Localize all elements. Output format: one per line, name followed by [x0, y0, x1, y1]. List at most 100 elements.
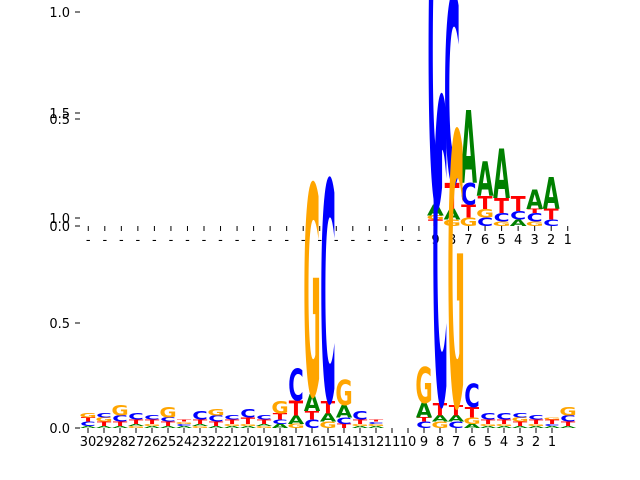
logo-letter-C: C: [272, 419, 287, 426]
logo-letter-G: G: [367, 423, 384, 426]
logo-panel-top: 0.00.51.01.5---------------------9876543…: [49, 0, 572, 306]
logo-letter-G: G: [463, 416, 480, 426]
logo-letter-C: C: [256, 414, 271, 421]
logo-letter-A: A: [528, 425, 545, 428]
logo-letter-T: T: [337, 423, 352, 430]
x-tick-label: 6: [468, 435, 476, 450]
logo-letter-C: C: [336, 416, 351, 426]
x-tick-label: -: [301, 233, 306, 248]
x-tick-label: 12: [368, 435, 385, 450]
x-tick-label: 7: [464, 233, 472, 248]
logo-letter-G: G: [335, 372, 352, 413]
logo-letter-A: A: [543, 170, 560, 221]
logo-letter-A: A: [208, 425, 225, 428]
x-tick-label: -: [235, 233, 240, 248]
logo-letter-C: C: [144, 414, 159, 421]
x-tick-label: 8: [436, 435, 444, 450]
x-tick-label: 26: [144, 435, 161, 450]
logo-letter-A: A: [144, 425, 161, 428]
x-tick-label: -: [169, 233, 174, 248]
x-tick-label: 16: [304, 435, 321, 450]
logo-letter-G: G: [175, 421, 192, 424]
logo-letter-T: T: [81, 416, 96, 423]
x-tick-label: -: [102, 233, 107, 248]
logo-letter-A: A: [192, 423, 209, 426]
logo-letter-T: T: [494, 194, 509, 218]
logo-letter-A: A: [304, 390, 320, 417]
x-tick-label: -: [317, 233, 322, 248]
logo-letter-A: A: [368, 425, 385, 428]
logo-letter-C: C: [527, 212, 543, 225]
logo-letter-A: A: [512, 425, 529, 428]
logo-letter-A: A: [176, 425, 193, 428]
logo-letter-T: T: [461, 201, 476, 221]
logo-letter-A: A: [460, 92, 477, 208]
logo-letter-A: A: [80, 425, 97, 428]
logo-letter-G: G: [460, 216, 478, 229]
x-tick-label: 17: [288, 435, 305, 450]
x-tick-label: 21: [224, 435, 241, 450]
logo-letter-C: C: [512, 412, 527, 419]
y-tick-label: 1.0: [49, 212, 70, 227]
logo-letter-C: C: [448, 420, 463, 430]
x-tick-label: 27: [128, 435, 145, 450]
x-tick-label: 2: [532, 435, 540, 450]
y-tick-label: 0.0: [49, 220, 70, 235]
logo-letter-G: G: [319, 420, 336, 430]
logo-letter-A: A: [477, 152, 494, 207]
logo-letter-G: G: [143, 423, 160, 426]
logo-letter-G: G: [511, 416, 528, 423]
x-tick-label: -: [202, 233, 207, 248]
logo-letter-C: C: [560, 414, 575, 424]
logo-letter-G: G: [476, 207, 494, 220]
logo-letter-C: C: [544, 423, 559, 426]
logo-letter-C: C: [368, 421, 383, 424]
logo-letter-C: C: [352, 409, 367, 423]
x-tick-label: 22: [208, 435, 225, 450]
logo-letter-A: A: [352, 425, 369, 428]
logo-letter-G: G: [543, 417, 560, 420]
logo-letter-A: A: [160, 425, 177, 428]
logo-letter-G: G: [447, 58, 464, 480]
x-tick-label: 6: [481, 233, 489, 248]
y-tick-label: 0.0: [49, 422, 70, 437]
logo-letter-A: A: [560, 425, 577, 428]
logo-letter-T: T: [369, 419, 384, 422]
logo-letter-A: A: [432, 414, 449, 424]
logo-letter-C: C: [464, 379, 479, 415]
logo-letter-T: T: [465, 405, 480, 422]
x-tick-label: 5: [484, 435, 492, 450]
logo-letter-T: T: [225, 419, 240, 426]
logo-letter-A: A: [240, 425, 257, 428]
x-tick-label: -: [334, 233, 339, 248]
logo-letter-G: G: [526, 220, 544, 227]
x-tick-label: -: [251, 233, 256, 248]
logo-letter-C: C: [160, 416, 175, 423]
logo-letter-A: A: [496, 425, 513, 428]
x-tick-label: 15: [320, 435, 337, 450]
logo-letter-A: A: [416, 399, 432, 422]
x-tick-label: 9: [431, 233, 439, 248]
logo-panel-bottom: 0.00.51.01.530 29 28 27 26 25 24 23 22 21 20 19 18 17…: [49, 16, 576, 480]
x-tick-label: -: [185, 233, 190, 248]
logo-letter-T: T: [289, 397, 303, 420]
logo-letter-G: G: [95, 416, 112, 423]
logo-letter-A: A: [526, 185, 543, 216]
logo-letter-A: A: [510, 218, 527, 228]
y-tick-label: 1.5: [49, 107, 70, 122]
logo-letter-C: C: [176, 423, 191, 426]
logo-letter-G: G: [351, 423, 368, 426]
x-tick-label: -: [400, 233, 405, 248]
logo-letter-T: T: [353, 419, 368, 426]
logo-letter-G: G: [431, 420, 448, 430]
x-tick-label: 11: [384, 435, 401, 450]
logo-letter-T: T: [433, 399, 448, 420]
logo-letter-C: C: [444, 0, 460, 245]
logo-letter-G: G: [159, 405, 176, 422]
logo-letter-C: C: [510, 210, 526, 223]
logo-letter-G: G: [287, 423, 304, 430]
logo-letter-C: C: [128, 412, 143, 422]
logo-letter-A: A: [336, 401, 352, 422]
logo-letter-C: C: [80, 421, 95, 428]
x-tick-label: 24: [176, 435, 193, 450]
